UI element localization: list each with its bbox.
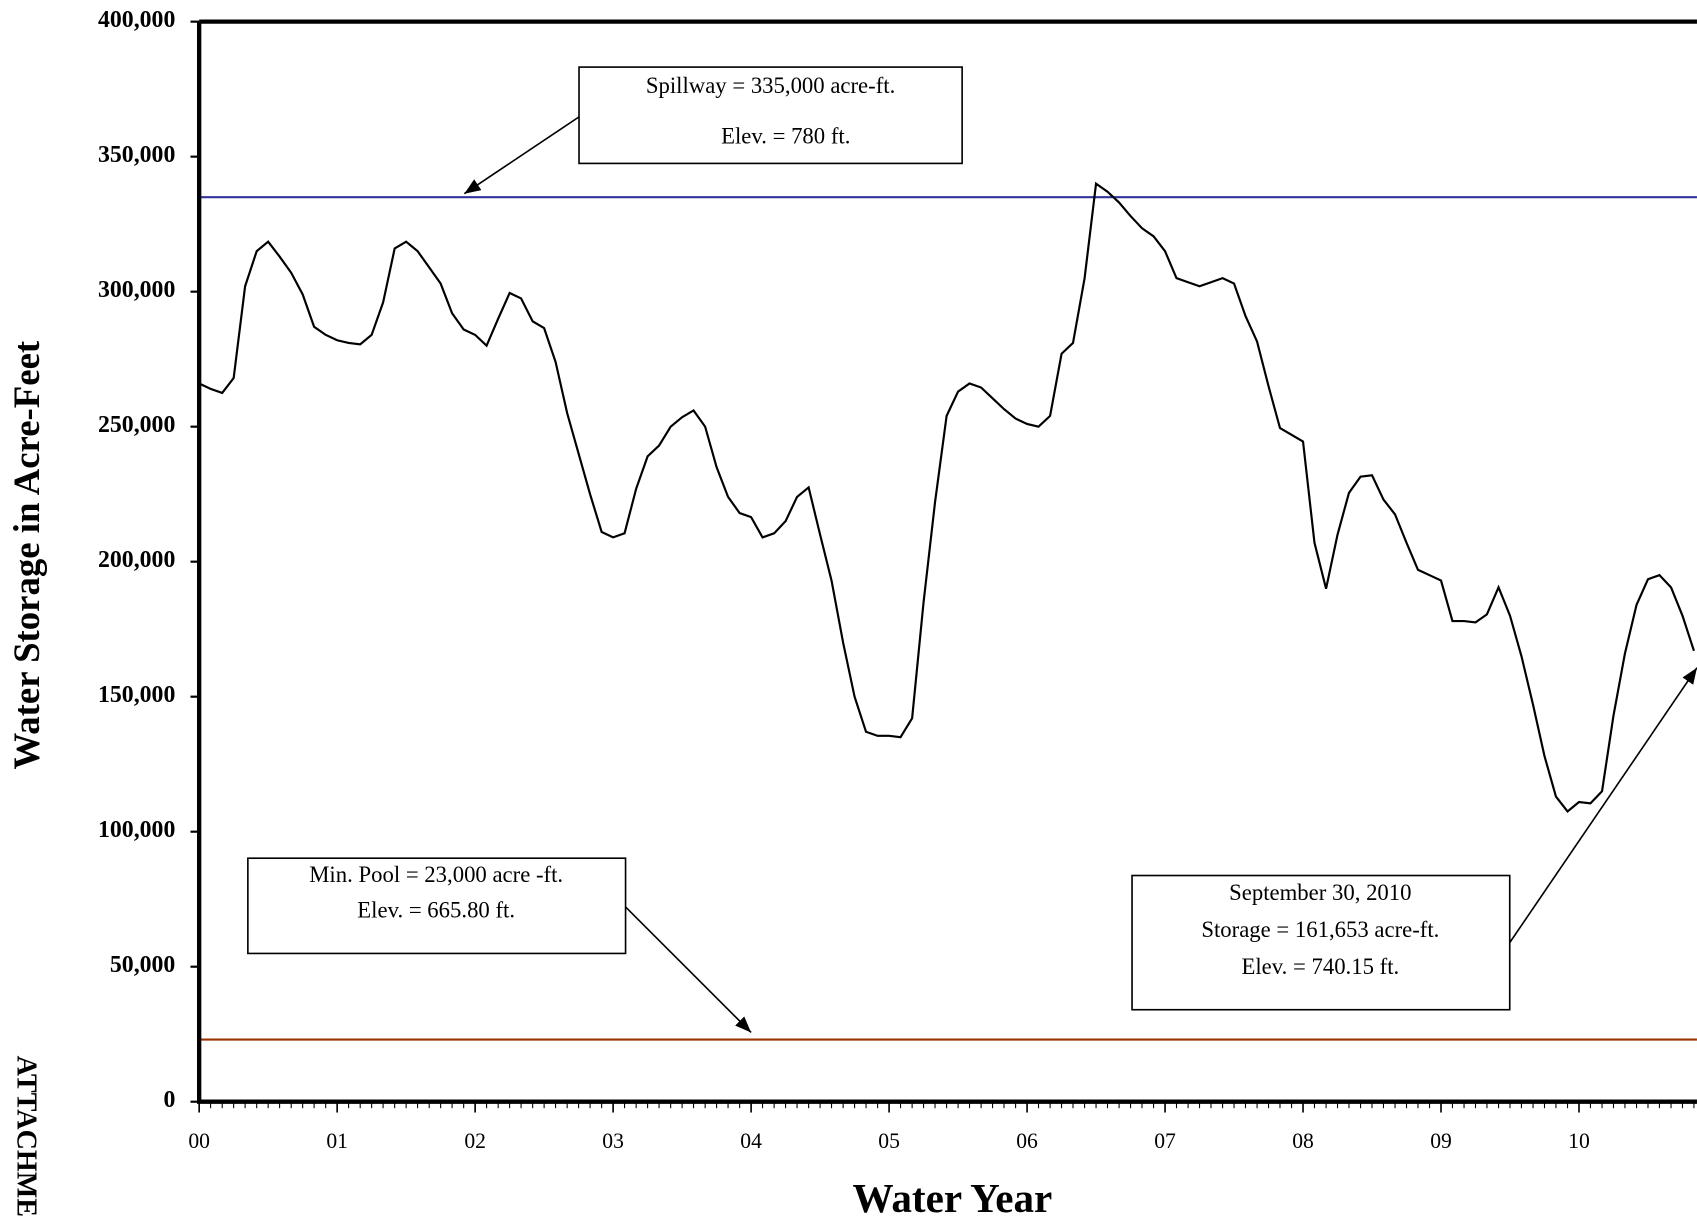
annotation-box [247,857,627,955]
x-tick-label: 07 [1154,1129,1176,1153]
x-tick-label: 08 [1292,1129,1314,1153]
x-tick-label: 06 [1016,1129,1038,1153]
annotation: Spillway = 335,000 acre-ft. Elev. = 780 … [463,66,963,195]
y-tick-label: 50,000 [110,952,175,978]
y-tick-label: 100,000 [98,817,175,843]
annotation-box [1131,874,1511,1011]
data-line [198,181,1695,813]
y-tick-label: 0 [163,1087,175,1113]
annotation-arrow [1509,667,1697,944]
y-axis-label: Water Storage in Acre-Feet [6,340,47,769]
x-tick-label: 10 [1568,1129,1590,1153]
y-tick-label: 350,000 [98,142,175,168]
x-tick-label: 04 [740,1129,762,1153]
x-tick-label: 00 [188,1129,210,1153]
annotation-text: September 30, 2010 [1229,880,1411,905]
annotation-text: Spillway = 335,000 acre-ft. [646,73,895,98]
x-tick-label: 05 [878,1129,900,1153]
x-axis-label: Water Year [853,1175,1053,1221]
x-tick-label: 03 [602,1129,624,1153]
y-tick-label: 400,000 [98,7,175,33]
annotation-box [578,66,963,165]
y-tick-label: 250,000 [98,412,175,438]
y-tick-label: 150,000 [98,682,175,708]
x-tick-label: 09 [1430,1129,1452,1153]
annotation-arrow [463,116,580,195]
side-text: ATTACHME [10,1056,41,1217]
y-tick-label: 300,000 [98,277,175,303]
annotation: September 30, 2010 Storage = 161,653 acr… [1131,667,1697,1011]
annotation-text: Elev. = 740.15 ft. [1241,954,1399,979]
annotation: Min. Pool = 23,000 acre -ft. Elev. = 665… [247,857,752,1034]
x-tick-label: 02 [464,1129,486,1153]
annotation-arrow [624,906,752,1034]
annotation-text: Min. Pool = 23,000 acre -ft. [309,862,563,887]
annotation-text: Elev. = 665.80 ft. [357,898,515,923]
annotation-text: Storage = 161,653 acre-ft. [1201,917,1439,942]
x-tick-label: 01 [326,1129,348,1153]
y-tick-label: 200,000 [98,547,175,573]
annotation-text: Elev. = 780 ft. [721,124,850,149]
